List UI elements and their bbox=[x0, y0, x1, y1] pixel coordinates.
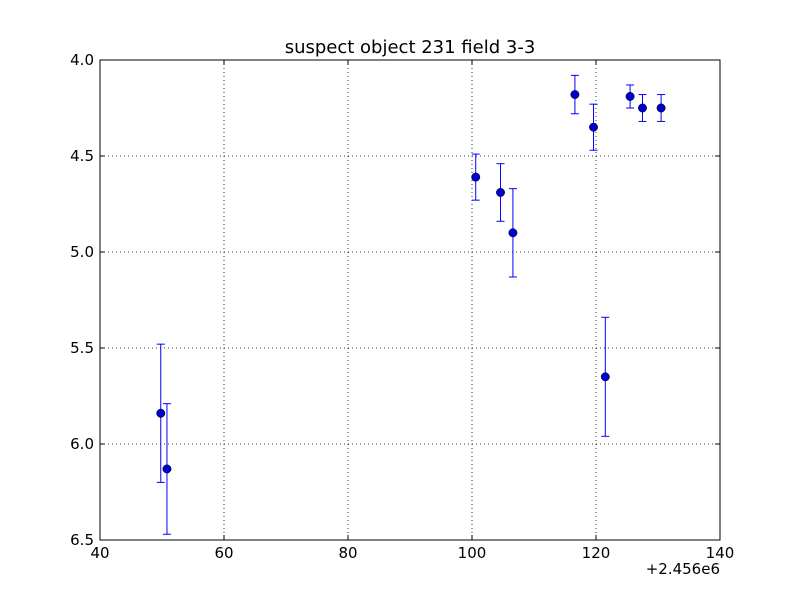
x-tick-label: 80 bbox=[338, 544, 357, 562]
x-tick-label: 100 bbox=[458, 544, 487, 562]
data-point bbox=[156, 408, 166, 418]
x-axis-offset-label: +2.456e6 bbox=[646, 560, 720, 578]
y-tick-label: 6.0 bbox=[70, 435, 94, 453]
x-tick-label: 120 bbox=[582, 544, 611, 562]
data-point bbox=[508, 228, 518, 238]
x-tick-labels: 40 60 80 100 120 140 bbox=[90, 544, 734, 562]
x-tick-label: 140 bbox=[706, 544, 735, 562]
x-tick-label: 60 bbox=[214, 544, 233, 562]
data-markers bbox=[156, 90, 666, 474]
data-point bbox=[496, 188, 505, 197]
y-tick-label: 5.0 bbox=[70, 243, 94, 261]
data-point bbox=[638, 103, 647, 113]
data-point bbox=[589, 122, 598, 132]
x-tick-label: 40 bbox=[90, 544, 109, 562]
error-bars bbox=[156, 74, 666, 535]
chart-title: suspect object 231 field 3-3 bbox=[285, 37, 536, 58]
data-point bbox=[625, 92, 635, 101]
axis-ticks bbox=[99, 59, 721, 541]
grid-lines bbox=[100, 60, 720, 540]
data-point bbox=[570, 90, 580, 100]
axes-frame bbox=[99, 59, 721, 541]
data-point bbox=[656, 103, 666, 113]
data-point bbox=[162, 464, 172, 474]
y-tick-label: 4.5 bbox=[70, 147, 94, 165]
y-tick-label: 6.5 bbox=[70, 531, 94, 549]
data-point bbox=[471, 172, 481, 182]
y-tick-label: 5.5 bbox=[70, 339, 94, 357]
y-tick-labels: 4.0 4.5 5.0 5.5 6.0 6.5 bbox=[70, 51, 94, 549]
data-point bbox=[600, 372, 610, 382]
y-tick-label: 4.0 bbox=[70, 51, 94, 69]
